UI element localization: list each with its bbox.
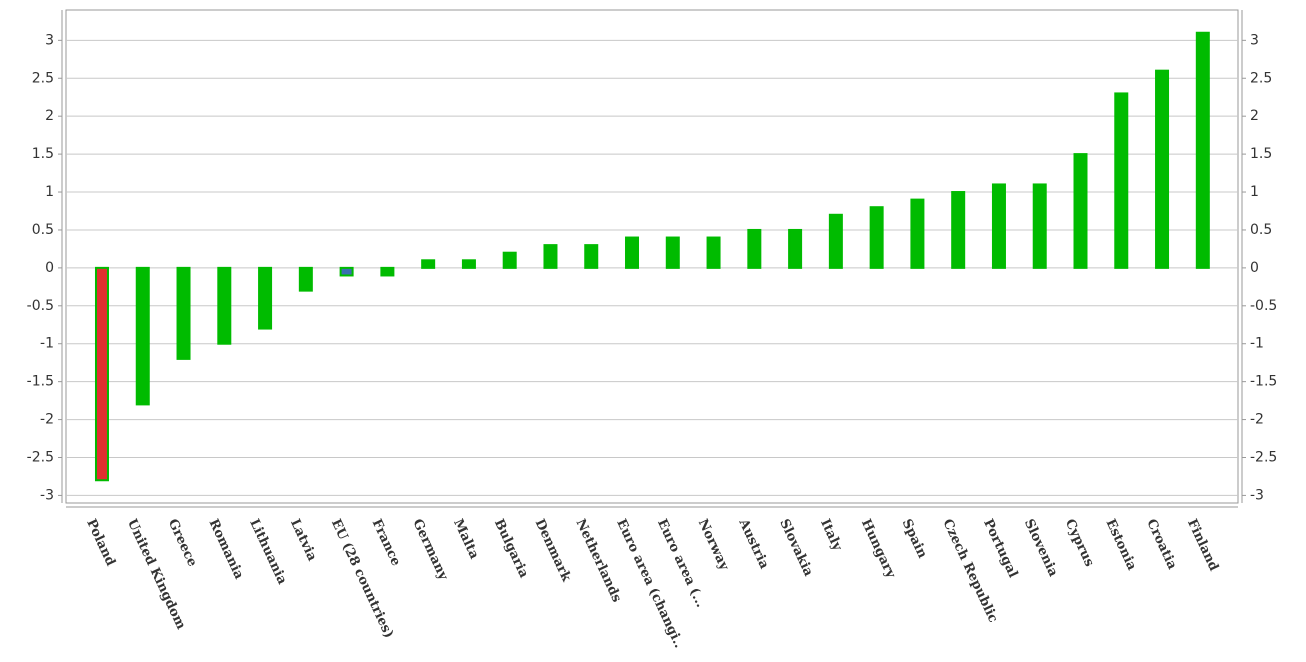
x-tick-label: Austria (735, 516, 772, 572)
bar (298, 266, 313, 292)
x-tick-label: Latvia (287, 517, 320, 564)
bar (502, 251, 517, 269)
x-tick-label: Croatia (1143, 517, 1180, 572)
plot-frame (65, 9, 1239, 504)
bar (421, 259, 436, 269)
y-tick-label: 1 (45, 184, 54, 200)
y2-tick-label: 0 (1250, 260, 1259, 276)
y2-tick-label: -1 (1250, 336, 1264, 352)
bar (176, 266, 191, 360)
x-tick-label: Spain (899, 517, 930, 561)
bar (706, 236, 721, 269)
bar (1114, 92, 1129, 269)
x-tick-label: Finland (1184, 517, 1221, 574)
y-tick-label: -1 (40, 336, 54, 352)
y-tick-label: 2 (45, 108, 54, 124)
x-tick-label: Slovenia (1021, 517, 1061, 580)
y-tick-label: 3 (45, 32, 54, 48)
x-tick-label: Cyprus (1062, 517, 1097, 569)
x-tick-label: Norway (695, 517, 732, 573)
y-tick-label: -0.5 (27, 298, 54, 314)
x-tick-label: Lithuania (246, 517, 290, 588)
bar (584, 244, 599, 269)
y2-tick-label: -2.5 (1250, 449, 1277, 465)
bar (461, 259, 476, 269)
x-tick-label: Estonia (1102, 517, 1139, 573)
y-tick-label: -2.5 (27, 449, 54, 465)
x-tick-label: Netherlands (572, 517, 624, 605)
bar (747, 228, 762, 269)
bar (625, 236, 640, 269)
bar (910, 198, 925, 269)
bar (135, 266, 150, 406)
y-tick-label: 1.5 (32, 146, 54, 162)
y-tick-label: 0 (45, 260, 54, 276)
x-tick-label: Portugal (980, 517, 1020, 580)
y2-tick-label: -2 (1250, 412, 1264, 428)
x-tick-label: Bulgaria (491, 517, 532, 581)
x-tick-label: Slovakia (776, 517, 816, 579)
bar (665, 236, 680, 269)
x-tick-label: Germany (409, 517, 450, 583)
bar (543, 244, 558, 269)
x-tick-label: Italy (817, 517, 845, 554)
y2-tick-label: 2 (1250, 108, 1259, 124)
bar (951, 191, 966, 269)
y2-tick-label: 2.5 (1250, 70, 1272, 86)
y-tick-label: 2.5 (32, 70, 54, 86)
y-tick-label: -1.5 (27, 374, 54, 390)
y-tick-label: -2 (40, 412, 54, 428)
bar (217, 266, 232, 345)
y2-tick-label: -1.5 (1250, 374, 1277, 390)
x-tick-label: Hungary (858, 517, 898, 581)
bar (94, 266, 109, 482)
bar (1032, 183, 1047, 269)
bar (991, 183, 1006, 269)
y2-tick-label: 0.5 (1250, 222, 1272, 238)
bar (788, 228, 803, 269)
y2-tick-label: 3 (1250, 32, 1259, 48)
y2-tick-label: -0.5 (1250, 298, 1277, 314)
bar (339, 266, 354, 277)
y2-tick-label: -3 (1250, 487, 1264, 503)
x-tick-label: Poland (83, 517, 118, 569)
y-tick-label: 0.5 (32, 222, 54, 238)
y-tick-label: -3 (40, 487, 54, 503)
bar (1155, 69, 1170, 269)
bar (380, 266, 395, 277)
x-tick-label: Malta (450, 517, 482, 562)
y2-tick-label: 1.5 (1250, 146, 1272, 162)
bar (828, 213, 843, 269)
y2-tick-label: 1 (1250, 184, 1259, 200)
x-tick-label: Greece (165, 517, 200, 569)
x-tick-label: Romania (206, 517, 247, 582)
bar (258, 266, 273, 330)
bar (1073, 153, 1088, 269)
bar (869, 206, 884, 269)
x-tick-label: Denmark (532, 517, 574, 585)
x-tick-label: France (369, 517, 404, 569)
bar (1195, 31, 1210, 269)
